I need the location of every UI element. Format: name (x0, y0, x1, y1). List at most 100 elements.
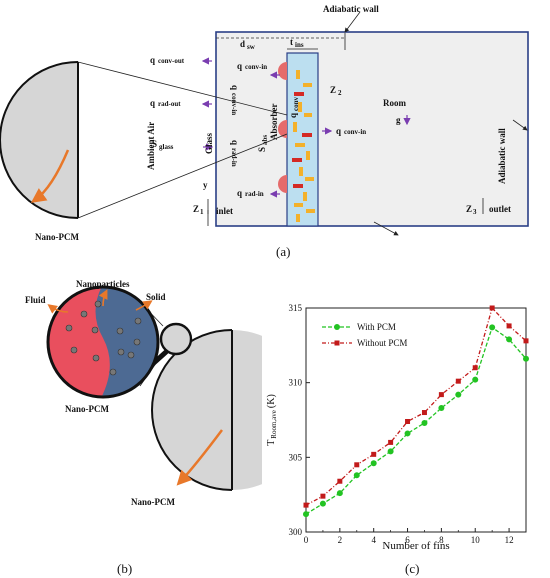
label-q-rad-in-bot: q rad-in (237, 188, 264, 198)
data-point-with-pcm (438, 405, 445, 412)
x-tick-label: 4 (371, 535, 376, 545)
label-z1: Z1 (193, 204, 204, 216)
label-nano-pcm-b2: Nano-PCM (131, 497, 175, 507)
x-tick-label: 6 (405, 535, 410, 545)
y-tick-label: 300 (289, 527, 303, 537)
data-point-with-pcm (319, 500, 326, 507)
label-nanoparticles: Nanoparticles (76, 279, 130, 289)
absorber-plate (286, 52, 319, 227)
data-point-with-pcm (455, 391, 462, 398)
panel-a: Adiabatic wall Adiabatic wall Ambient Ai… (0, 4, 529, 259)
label-s-abs: Sabs (257, 135, 269, 152)
series-line-with-pcm (305, 326, 527, 515)
caption-a: (a) (276, 244, 290, 259)
pcm-cap-2 (278, 120, 287, 138)
data-point-without-pcm (506, 323, 512, 329)
x-tick-label: 2 (338, 535, 343, 545)
legend-label-with-pcm: With PCM (357, 322, 396, 332)
nano-pcm-half-circle-b (151, 329, 262, 491)
label-fluid: Fluid (25, 295, 46, 305)
label-top-wall: Adiabatic wall (323, 4, 379, 14)
orange-arrow-b (176, 429, 223, 486)
data-point-without-pcm (421, 410, 427, 416)
data-point-without-pcm (303, 502, 309, 508)
x-tick-label: 12 (505, 535, 514, 545)
legend-marker-with-pcm (334, 324, 340, 330)
data-point-with-pcm (303, 511, 309, 518)
chart-ticks: 0 2 4 6 8 10 12 300 305 310 315 (289, 303, 527, 545)
room-domain (215, 31, 529, 227)
label-q-rad-in-vert: qrad-in (230, 140, 240, 167)
chart-ylabel: TRoom,ave(K) (266, 394, 278, 446)
pointer-right-wall (512, 119, 528, 131)
chart-xlabel: Number of fins (382, 540, 449, 552)
series-line-without-pcm (305, 306, 527, 506)
x-tick-label: 8 (439, 535, 444, 545)
y-tick-label: 310 (289, 378, 303, 388)
arrow-solid (135, 300, 153, 311)
data-point-with-pcm (523, 355, 529, 362)
label-right-wall: Adiabatic wall (497, 128, 507, 184)
zoom-line-a-bot (77, 133, 288, 219)
label-outlet: outlet (489, 204, 511, 214)
data-point-without-pcm (337, 478, 343, 484)
label-glass: Glass (204, 132, 214, 154)
label-gravity: g (396, 115, 401, 125)
data-point-without-pcm (523, 338, 529, 344)
data-point-without-pcm (354, 462, 360, 468)
caption-b: (b) (117, 561, 132, 576)
data-point-without-pcm (320, 493, 326, 499)
label-z3: Z3 (466, 204, 477, 216)
magnifier-lens (159, 322, 193, 356)
label-q-conv-in-mid: q conv-in (336, 126, 366, 136)
data-point-without-pcm (489, 305, 495, 311)
label-nano-pcm-b1: Nano-PCM (65, 404, 109, 414)
legend-label-without-pcm: Without PCM (357, 338, 407, 348)
y-tick-label: 305 (289, 452, 303, 462)
label-solid: Solid (146, 292, 166, 302)
arrow-fluid (47, 304, 69, 314)
label-absorber: Absorber (269, 103, 279, 140)
data-point-with-pcm (489, 324, 496, 331)
panel-c: 0 2 4 6 8 10 12 300 305 310 315 Number of fins TRo… (266, 303, 529, 576)
data-point-with-pcm (353, 472, 360, 479)
label-q-rad-out: q rad-out (150, 98, 181, 108)
data-point-without-pcm (371, 451, 377, 457)
label-inlet: inlet (216, 206, 233, 216)
data-point-with-pcm (506, 336, 513, 343)
data-point-without-pcm (438, 392, 444, 398)
data-point-with-pcm (421, 419, 428, 426)
label-q-conv-out-amb: q conv-out (150, 55, 185, 65)
caption-c: (c) (405, 561, 419, 576)
label-q-conv-in-vert: qconv-in (230, 85, 240, 115)
label-dsw: d sw (240, 39, 256, 51)
data-point-without-pcm (388, 439, 394, 445)
x-tick-label: 0 (304, 535, 309, 545)
zoom-line-a-top (77, 61, 288, 116)
chart-series (303, 305, 529, 518)
data-point-with-pcm (404, 430, 411, 437)
legend-marker-without-pcm (334, 340, 340, 346)
data-point-with-pcm (472, 376, 479, 383)
pointer-top-wall (344, 11, 361, 33)
data-point-with-pcm (336, 490, 343, 497)
chart-plot-area (305, 307, 527, 533)
pcm-cap-1 (278, 62, 287, 80)
label-ambient-air: Ambient Air (146, 122, 156, 170)
data-point-without-pcm (405, 418, 411, 424)
label-tins: t ins (290, 37, 304, 49)
x-tick-label: 10 (471, 535, 481, 545)
fins (292, 70, 315, 222)
label-q-conv-in-top: q conv-in (237, 61, 267, 71)
nanoparticles (65, 300, 142, 376)
pointer-bottom-wall (373, 221, 399, 236)
label-room: Room (383, 98, 406, 108)
data-point-with-pcm (370, 460, 377, 467)
chart-legend: With PCM Without PCM (322, 322, 407, 348)
panel-b: Nanoparticles Fluid Solid Nano-PCM Nano-… (25, 279, 262, 576)
pcm-cap-3 (278, 175, 287, 193)
data-point-with-pcm (387, 448, 394, 455)
